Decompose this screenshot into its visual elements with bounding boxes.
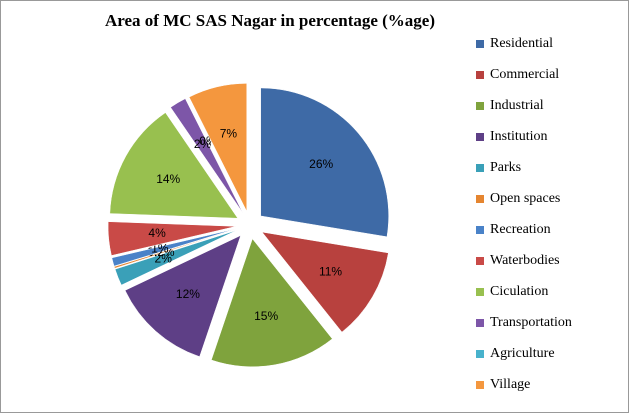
pie-slice: [261, 231, 389, 333]
legend-swatch: [476, 319, 484, 327]
value-label: 4%: [148, 226, 166, 240]
legend-label: Institution: [490, 129, 548, 144]
pie-slice: [188, 83, 248, 212]
value-label: 11%: [319, 264, 342, 278]
legend-swatch: [476, 40, 484, 48]
pie-slice: [260, 87, 389, 238]
legend-label: Waterbodies: [490, 253, 560, 268]
pie-slice: [211, 238, 333, 367]
legend-label: Recreation: [490, 222, 551, 237]
legend-label: Open spaces: [490, 191, 560, 206]
legend-swatch: [476, 381, 484, 389]
legend-label: Industrial: [490, 98, 544, 113]
value-label: 15%: [254, 309, 278, 323]
legend-label: Village: [490, 377, 530, 392]
legend-swatch: [476, 164, 484, 172]
legend-label: Transportation: [490, 315, 572, 330]
pie-slice: [124, 234, 242, 358]
pie-slice: [109, 112, 239, 219]
pie-slice: [113, 228, 237, 269]
legend-label: Residential: [490, 36, 553, 51]
pie-slice: [170, 98, 244, 214]
legend-label: Ciculation: [490, 284, 548, 299]
pie-slice: [114, 229, 238, 286]
legend-swatch: [476, 71, 484, 79]
legend-swatch: [476, 257, 484, 265]
legend-swatch: [476, 102, 484, 110]
value-label: 12%: [176, 287, 200, 301]
value-label: 14%: [156, 172, 180, 186]
pie-slice: [111, 228, 237, 267]
legend-label: Agriculture: [490, 346, 555, 361]
legend-swatch: [476, 288, 484, 296]
legend-swatch: [476, 350, 484, 358]
chart-title: Area of MC SAS Nagar in percentage (%age…: [105, 11, 435, 30]
value-label: 2%: [155, 252, 173, 266]
legend-swatch: [476, 133, 484, 141]
legend-swatch: [476, 195, 484, 203]
value-label: 7%: [220, 126, 238, 140]
legend-label: Parks: [490, 160, 521, 175]
value-label: 26%: [309, 157, 333, 171]
legend-swatch: [476, 226, 484, 234]
pie-slice: [107, 221, 237, 256]
legend-label: Commercial: [490, 67, 559, 82]
pie-slice: [185, 98, 244, 213]
